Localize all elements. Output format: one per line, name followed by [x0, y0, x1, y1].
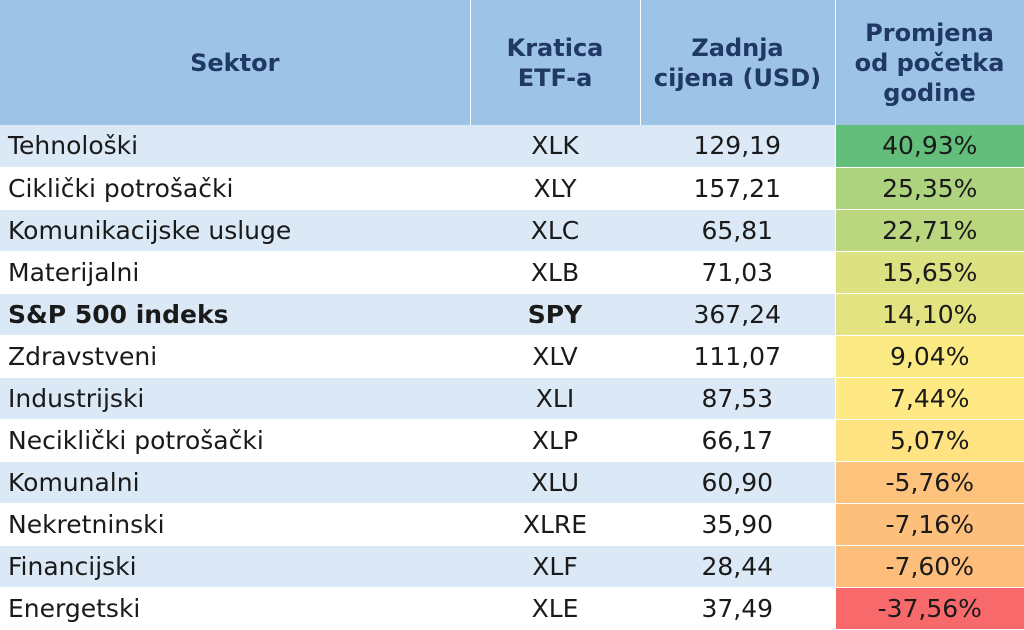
sector-cell: Komunalni [0, 461, 470, 504]
price-cell: 60,90 [640, 461, 835, 504]
ticker-cell: XLI [470, 377, 640, 420]
change-cell: 7,44% [834, 377, 1024, 420]
sector-cell: Tehnološki [0, 125, 470, 168]
ticker-cell: XLRE [470, 503, 640, 546]
change-cell: -37,56% [834, 587, 1024, 630]
price-cell: 157,21 [640, 167, 835, 210]
ticker-cell: XLY [470, 167, 640, 210]
sector-cell: Zdravstveni [0, 335, 470, 378]
sector-cell: S&P 500 indeks [0, 293, 470, 336]
table-row: Financijski XLF 28,44 -7,60% [0, 545, 1024, 588]
price-cell: 87,53 [640, 377, 835, 420]
price-cell: 35,90 [640, 503, 835, 546]
table-row: Materijalni XLB 71,03 15,65% [0, 251, 1024, 294]
ticker-cell: XLB [470, 251, 640, 294]
sector-cell: Neciklički potrošački [0, 419, 470, 462]
sector-cell: Ciklički potrošački [0, 167, 470, 210]
header-ticker-line-1: Kratica [506, 33, 604, 62]
price-cell: 367,24 [640, 293, 835, 336]
table-row: Neciklički potrošački XLP 66,17 5,07% [0, 419, 1024, 462]
header-row: Sektor Kratica ETF-a Zadnja cijena (USD)… [0, 0, 1024, 125]
ticker-cell: XLF [470, 545, 640, 588]
header-change: Promjena od početka godine [835, 0, 1024, 125]
change-cell: -7,16% [834, 503, 1024, 546]
table-row: Industrijski XLI 87,53 7,44% [0, 377, 1024, 420]
price-cell: 65,81 [640, 209, 835, 252]
header-price-line-1: Zadnja [691, 33, 784, 62]
table-row: Komunalni XLU 60,90 -5,76% [0, 461, 1024, 504]
table-row: Ciklički potrošački XLY 157,21 25,35% [0, 167, 1024, 210]
ticker-cell: XLP [470, 419, 640, 462]
table-row: Energetski XLE 37,49 -37,56% [0, 587, 1024, 630]
sector-cell: Energetski [0, 587, 470, 630]
table-body: Tehnološki XLK 129,19 40,93% Ciklički potroš… [0, 125, 1024, 630]
change-cell: 25,35% [834, 167, 1024, 210]
header-sector-label: Sektor [190, 48, 280, 77]
table-row: Komunikacijske usluge XLC 65,81 22,71% [0, 209, 1024, 252]
ticker-cell: XLE [470, 587, 640, 630]
price-cell: 71,03 [640, 251, 835, 294]
price-cell: 37,49 [640, 587, 835, 630]
header-change-line-1: Promjena [865, 18, 994, 47]
header-change-line-2: od početka [854, 48, 1005, 77]
table-header: Sektor Kratica ETF-a Zadnja cijena (USD)… [0, 0, 1024, 125]
price-cell: 28,44 [640, 545, 835, 588]
sector-cell: Industrijski [0, 377, 470, 420]
change-cell: 5,07% [834, 419, 1024, 462]
table-row: Nekretninski XLRE 35,90 -7,16% [0, 503, 1024, 546]
header-ticker-line-2: ETF-a [517, 63, 593, 92]
price-cell: 111,07 [640, 335, 835, 378]
change-cell: -7,60% [834, 545, 1024, 588]
table-row: Zdravstveni XLV 111,07 9,04% [0, 335, 1024, 378]
header-change-line-3: godine [883, 78, 976, 107]
price-cell: 66,17 [640, 419, 835, 462]
header-sector: Sektor [0, 0, 471, 125]
price-cell: 129,19 [640, 125, 835, 168]
change-cell: 15,65% [834, 251, 1024, 294]
ticker-cell: SPY [470, 293, 640, 336]
change-cell: 9,04% [834, 335, 1024, 378]
change-cell: 14,10% [834, 293, 1024, 336]
change-cell: 22,71% [834, 209, 1024, 252]
header-ticker: Kratica ETF-a [470, 0, 641, 125]
change-cell: -5,76% [834, 461, 1024, 504]
ticker-cell: XLU [470, 461, 640, 504]
header-price: Zadnja cijena (USD) [640, 0, 836, 125]
ticker-cell: XLC [470, 209, 640, 252]
sector-cell: Materijalni [0, 251, 470, 294]
header-price-line-2: cijena (USD) [653, 63, 822, 92]
ticker-cell: XLK [470, 125, 640, 168]
sector-cell: Nekretninski [0, 503, 470, 546]
change-cell: 40,93% [834, 125, 1024, 168]
table-row: S&P 500 indeks SPY 367,24 14,10% [0, 293, 1024, 336]
table-row: Tehnološki XLK 129,19 40,93% [0, 125, 1024, 168]
sector-cell: Financijski [0, 545, 470, 588]
sector-cell: Komunikacijske usluge [0, 209, 470, 252]
ticker-cell: XLV [470, 335, 640, 378]
